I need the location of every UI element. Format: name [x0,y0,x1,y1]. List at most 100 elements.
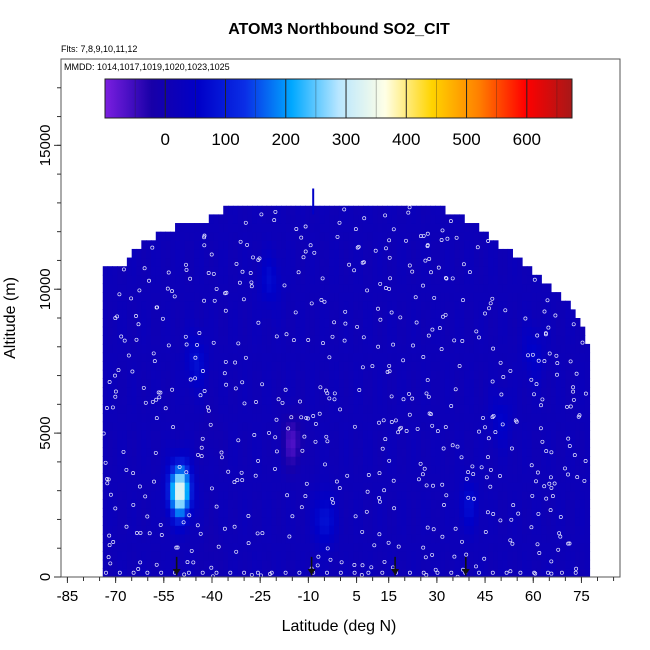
observation-point [406,210,411,215]
heatmap-cell [377,300,383,310]
heatmap-cell [372,421,379,431]
heatmap-cell [228,551,234,561]
heatmap-cell [565,378,571,388]
heatmap-cell [522,490,528,500]
heatmap-cell [285,507,292,518]
heatmap-cell [266,412,273,423]
heatmap-cell [425,369,432,380]
observation-point [483,311,487,316]
heatmap-cell [575,387,581,397]
heatmap-cell [300,421,306,431]
heatmap-cell [126,361,133,371]
heatmap-cell [237,456,244,466]
heatmap-cell [348,292,354,302]
heatmap-cell [454,525,460,535]
heatmap-cell [266,352,273,362]
heatmap-cell [228,205,234,215]
heatmap-cell [430,507,436,518]
heatmap-cell [497,248,504,259]
heatmap-cell [266,438,273,449]
heatmap-cell [469,257,475,267]
heatmap-cell [382,542,388,552]
heatmap-cell [237,533,244,544]
heatmap-cell [338,292,345,302]
heatmap-cell [454,542,460,552]
heatmap-cell [242,387,248,397]
heatmap-cell [305,378,311,388]
observation-point [461,262,466,267]
heatmap-cell [242,326,248,336]
heatmap-cell [126,542,133,552]
heatmap-cell [165,447,171,457]
observation-point [439,238,444,242]
observation-point [545,298,550,303]
heatmap-cell [526,361,533,371]
heatmap-cell [271,231,277,241]
heatmap-cell [430,335,436,345]
heatmap-cell [281,430,287,440]
heatmap-cell [358,283,364,293]
heatmap-cell [579,326,586,336]
observation-point [410,269,415,274]
heatmap-cell [358,412,364,423]
observation-point [546,325,551,330]
observation-point [387,363,392,368]
observation-point [549,571,554,576]
heatmap-cell [406,421,412,431]
heatmap-cell [416,438,422,449]
heatmap-cell [324,559,330,569]
heatmap-cell [367,318,374,328]
heatmap-cell [261,456,268,466]
heatmap-cell [401,551,407,561]
heatmap-cell [314,343,321,354]
heatmap-cell [276,412,282,423]
heatmap-cell [550,559,557,569]
observation-point [328,557,333,562]
heatmap-cell [247,387,253,397]
heatmap-cell [343,395,350,405]
heatmap-cell [570,559,576,569]
heatmap-cell [334,551,340,561]
heatmap-cell [367,387,374,397]
heatmap-cell [425,395,432,405]
heatmap-cell [483,248,489,259]
heatmap-cell [305,223,311,233]
heatmap-cell [497,516,504,526]
observation-point [248,271,253,275]
heatmap-cell [348,438,354,449]
heatmap-cell [112,404,118,414]
heatmap-cell [203,387,210,397]
heatmap-cell [285,456,292,466]
colorbar: 0 100 200 300 400 500 600 [104,78,573,149]
heatmap-cell [555,568,562,577]
heatmap-cell [276,369,282,380]
heatmap-cell [146,438,152,449]
heatmap-cell [126,283,133,293]
heatmap-cell [555,438,562,449]
heatmap-cell [179,464,186,474]
heatmap-cell [281,438,287,449]
heatmap-cell [150,559,157,569]
heatmap-cell [131,551,138,561]
heatmap-cell [435,231,441,241]
heatmap-cell [165,369,171,380]
heatmap-cell [343,499,350,509]
observation-point [171,425,176,430]
heatmap-cell [444,248,451,259]
observation-point [385,370,390,374]
heatmap-cell [199,490,205,500]
heatmap-cell [464,482,470,492]
heatmap-cell [459,568,465,577]
heatmap-cell [261,343,268,354]
heatmap-cell [575,482,581,492]
heatmap-cell [266,456,273,466]
heatmap-cell [459,343,465,354]
heatmap-cell [430,525,436,535]
heatmap-cell [406,292,412,302]
observation-point [200,436,205,441]
heatmap-cell [546,482,552,492]
heatmap-cell [141,248,147,259]
observation-point [108,492,113,497]
heatmap-cell [367,205,374,215]
